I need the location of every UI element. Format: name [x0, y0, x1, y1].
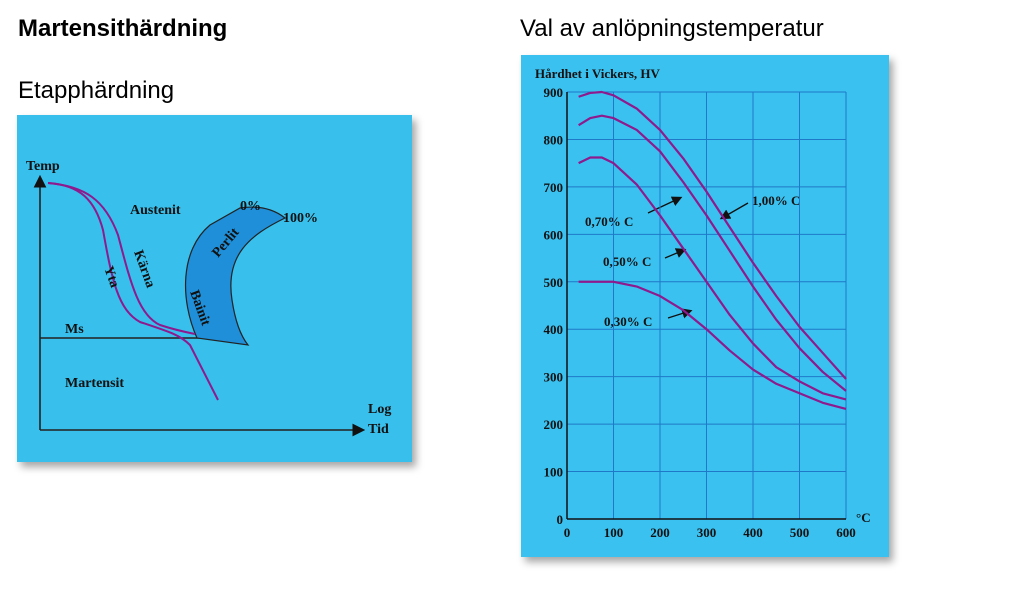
y-tick-label: 700 — [544, 180, 564, 195]
subtitle: Etapphärdning — [18, 77, 174, 104]
y-tick-label: 100 — [544, 465, 564, 480]
region-label: 0% — [240, 199, 261, 214]
y-tick-label: 300 — [544, 370, 564, 385]
y-axis-label: Hårdhet i Vickers, HV — [535, 66, 661, 81]
bainite-pearlite-zone — [184, 206, 287, 346]
slide-title: Martensithärdning — [18, 15, 227, 42]
y-tick-label: 400 — [544, 322, 564, 337]
series-label: 0,50% C — [603, 254, 651, 269]
y-tick-label: 800 — [544, 132, 564, 147]
ms-label: Ms — [65, 322, 84, 337]
y-tick-label: 0 — [557, 512, 564, 527]
y-axis-label: Temp — [26, 159, 60, 174]
y-tick-label: 500 — [544, 275, 564, 290]
series-label: 0,70% C — [585, 214, 633, 229]
y-tick-label: 900 — [544, 85, 564, 100]
diagram — [33, 174, 366, 437]
x-axis-label: Tid — [368, 422, 389, 437]
y-tick-label: 600 — [544, 227, 564, 242]
arrow — [719, 202, 749, 220]
region-label: Austenit — [130, 203, 181, 218]
series-label: 0,30% C — [604, 314, 652, 329]
series-line — [578, 156, 847, 401]
series-line — [578, 90, 847, 380]
x-axis-label: Log — [368, 402, 391, 417]
arrow — [647, 196, 683, 214]
x-tick-label: 600 — [836, 525, 856, 540]
series-label: 1,00% C — [752, 193, 800, 208]
curve-label: Yta — [100, 264, 122, 290]
region-label: 100% — [283, 211, 318, 226]
x-axis-label: °C — [856, 510, 871, 525]
x-tick-label: 100 — [604, 525, 624, 540]
chart-title: Val av anlöpningstemperatur — [520, 15, 824, 42]
x-tick-label: 0 — [564, 525, 571, 540]
x-tick-label: 500 — [790, 525, 810, 540]
x-tick-label: 300 — [697, 525, 717, 540]
y-tick-label: 200 — [544, 417, 564, 432]
series-line — [578, 280, 847, 410]
chart-panel — [521, 55, 889, 557]
x-tick-label: 200 — [650, 525, 670, 540]
x-tick-label: 400 — [743, 525, 763, 540]
surface-curve — [47, 182, 219, 401]
arrow — [664, 248, 687, 259]
core-curve — [47, 182, 196, 335]
region-label: Martensit — [65, 376, 124, 391]
series-line — [578, 114, 847, 392]
